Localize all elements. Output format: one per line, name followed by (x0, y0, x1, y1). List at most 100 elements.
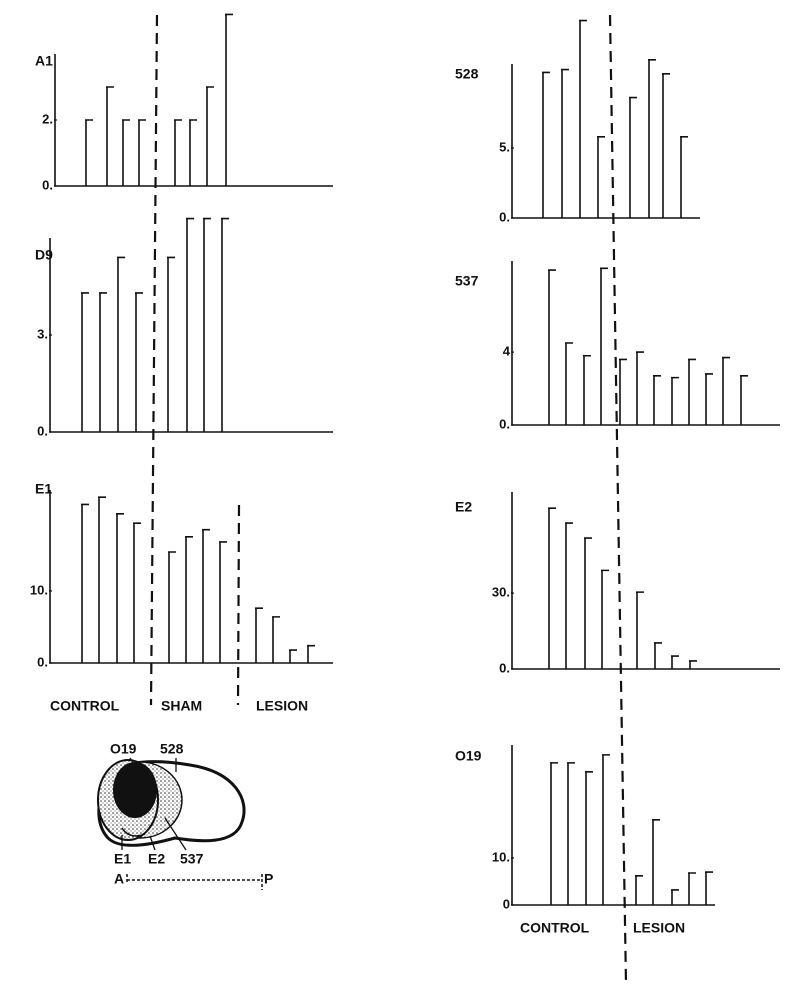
bar (584, 538, 592, 669)
bar (662, 74, 670, 218)
bar (583, 356, 591, 425)
y-tick-label: 0. (499, 660, 510, 675)
y-tick-label: 0. (499, 209, 510, 224)
bar (629, 98, 637, 218)
bar (99, 293, 107, 432)
y-tick-label: 2. (42, 111, 53, 126)
y-tick-label: 10. (492, 849, 510, 864)
divider-line (238, 505, 239, 705)
axis (512, 64, 700, 218)
bar (168, 552, 176, 663)
diagram-label: E2 (148, 851, 165, 867)
bar (561, 70, 569, 218)
bar (255, 608, 263, 663)
bar (203, 219, 211, 432)
y-tick-label: 3. (37, 326, 48, 341)
group-label: CONTROL (520, 920, 590, 936)
panel-title: A1 (35, 53, 53, 69)
bar (550, 763, 558, 905)
bar (174, 120, 182, 186)
group-label: LESION (633, 920, 685, 936)
bar (117, 257, 125, 432)
bar (225, 14, 233, 186)
page: {"chart_data": [ {"type": "bar", "title"… (0, 0, 790, 984)
bar (597, 137, 605, 218)
bar (116, 514, 124, 663)
scale-label: A (114, 871, 124, 887)
axis (512, 745, 715, 905)
bar (81, 504, 89, 663)
bar (688, 359, 696, 425)
bar (81, 293, 89, 432)
bar (189, 120, 197, 186)
panel-title: O19 (455, 748, 482, 764)
panel-title: 537 (455, 273, 479, 289)
bar (688, 873, 696, 905)
bar (167, 257, 175, 432)
bar (579, 21, 587, 218)
diagram-label: E1 (114, 851, 131, 867)
bar (585, 772, 593, 905)
bar (652, 820, 660, 905)
group-label: SHAM (161, 698, 202, 714)
bar (289, 650, 297, 663)
group-label: LESION (256, 698, 308, 714)
bar (680, 137, 688, 218)
y-tick-label: 10. (30, 582, 48, 597)
bar (601, 570, 609, 669)
bar (221, 219, 229, 432)
bar (219, 542, 227, 663)
bar (138, 120, 146, 186)
bar (307, 646, 315, 663)
y-tick-label: 0. (499, 416, 510, 431)
bar (705, 872, 713, 905)
bar (548, 270, 556, 425)
divider-line (151, 15, 157, 705)
bar (122, 120, 130, 186)
bar (85, 120, 93, 186)
bar (567, 763, 575, 905)
bar (202, 530, 210, 663)
y-tick-label: 4 (503, 344, 511, 359)
bar (600, 268, 608, 425)
group-label: CONTROL (50, 698, 120, 714)
diagram-label: 537 (180, 851, 204, 867)
bar (653, 376, 661, 425)
y-tick-label: 0. (37, 654, 48, 669)
bar (272, 617, 280, 663)
bar (671, 378, 679, 425)
figure: A10.2.D90.3.E10.10.CONTROLSHAMLESION5280… (0, 0, 790, 984)
scale-label: P (264, 871, 273, 887)
diagram-label: 528 (160, 741, 184, 757)
bar (635, 876, 643, 905)
axis (50, 490, 333, 663)
bar (542, 72, 550, 218)
bar (135, 293, 143, 432)
bar (206, 87, 214, 186)
bar (671, 656, 679, 669)
y-tick-label: 5. (499, 139, 510, 154)
bar (106, 87, 114, 186)
bar (648, 60, 656, 218)
bar (705, 374, 713, 425)
bar (602, 755, 610, 905)
panel-title: E2 (455, 499, 472, 515)
bar (636, 352, 644, 425)
bar (619, 359, 627, 425)
y-tick-label: 0. (37, 423, 48, 438)
y-tick-label: 0. (42, 177, 53, 192)
panel-title: 528 (455, 66, 479, 82)
divider-line (610, 15, 626, 984)
bar (548, 508, 556, 669)
bar (186, 219, 194, 432)
bar (740, 376, 748, 425)
bar (98, 497, 106, 663)
bar (565, 343, 573, 425)
bar (671, 890, 679, 905)
axis (512, 492, 780, 669)
bar (636, 592, 644, 669)
diagram-label: O19 (110, 741, 137, 757)
axis (512, 261, 780, 425)
bar (185, 537, 193, 663)
bar (654, 643, 662, 669)
